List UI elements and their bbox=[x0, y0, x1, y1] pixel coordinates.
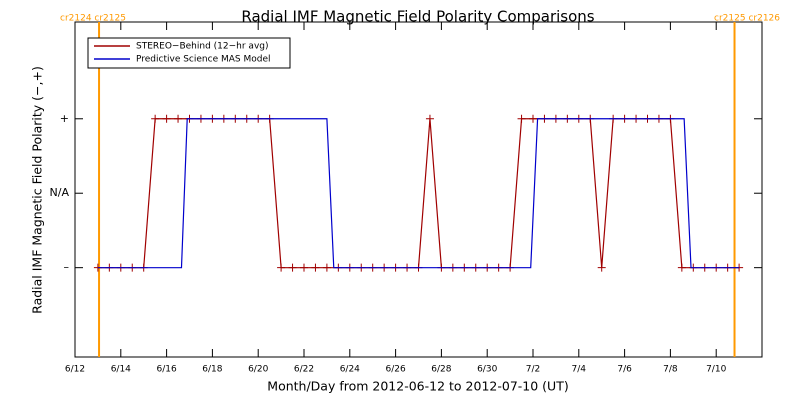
x-tick-label: 6/16 bbox=[156, 365, 176, 375]
x-tick-label: 7/6 bbox=[617, 365, 632, 375]
x-axis-label: Month/Day from 2012-06-12 to 2012-07-10 … bbox=[267, 379, 568, 394]
rotation-label: cr2124 cr2125 bbox=[60, 14, 126, 24]
plus-marker bbox=[597, 263, 606, 272]
plus-marker bbox=[151, 114, 160, 123]
legend-label: Predictive Science MAS Model bbox=[136, 55, 271, 65]
x-tick-label: 6/24 bbox=[340, 365, 360, 375]
plus-marker bbox=[529, 114, 537, 123]
y-axis-label: Radial IMF Magnetic Field Polarity (−,+) bbox=[30, 66, 45, 314]
rotation-label: cr2125 cr2126 bbox=[714, 14, 780, 24]
series-line bbox=[97, 118, 740, 269]
x-tick-label: 7/8 bbox=[663, 365, 678, 375]
x-tick-label: 6/26 bbox=[385, 365, 405, 375]
x-tick-label: 6/28 bbox=[431, 365, 451, 375]
plus-marker bbox=[300, 263, 308, 272]
plus-marker bbox=[288, 263, 297, 272]
x-tick-label: 6/20 bbox=[248, 365, 268, 375]
plus-marker bbox=[322, 263, 331, 272]
plus-marker bbox=[517, 114, 526, 123]
plus-marker bbox=[174, 114, 183, 123]
legend-box bbox=[87, 37, 291, 69]
y-tick-label: + bbox=[60, 112, 69, 125]
legend-label: STEREO−Behind (12−hr avg) bbox=[136, 42, 269, 52]
x-tick-label: 6/14 bbox=[111, 365, 131, 375]
y-tick-label: N/A bbox=[50, 186, 70, 199]
plus-marker bbox=[311, 263, 320, 272]
plus-marker bbox=[425, 114, 434, 123]
plot-frame bbox=[74, 21, 763, 358]
x-tick-label: 7/4 bbox=[572, 365, 587, 375]
x-tick-label: 6/12 bbox=[65, 365, 85, 375]
x-tick-label: 6/30 bbox=[477, 365, 497, 375]
x-tick-label: 6/22 bbox=[294, 365, 314, 375]
chart-title: Radial IMF Magnetic Field Polarity Compa… bbox=[241, 8, 594, 26]
plus-marker bbox=[162, 114, 171, 123]
y-tick-label: – bbox=[64, 261, 70, 274]
plus-marker bbox=[277, 263, 286, 272]
x-tick-label: 6/18 bbox=[202, 365, 222, 375]
plus-marker bbox=[677, 263, 686, 272]
x-tick-label: 7/10 bbox=[706, 365, 726, 375]
x-tick-label: 7/2 bbox=[526, 365, 540, 375]
